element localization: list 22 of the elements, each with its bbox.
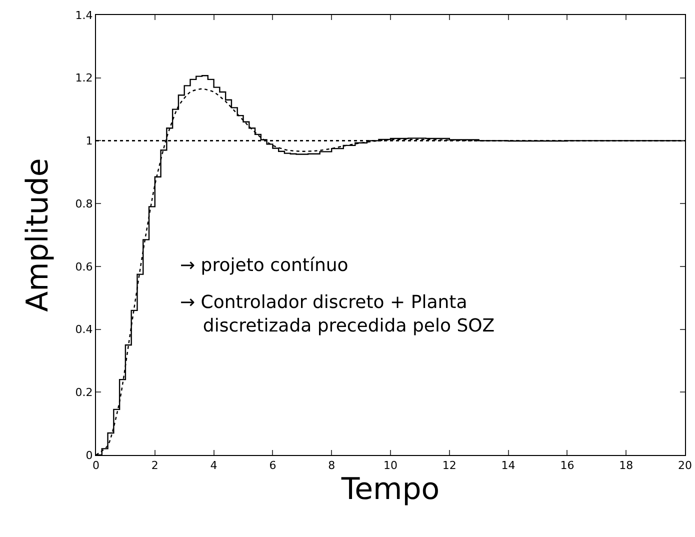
x-tick-label: 14 [501,459,516,472]
x-tick-label: 18 [619,459,634,472]
y-tick-label: 0.2 [75,386,93,399]
x-tick-label: 6 [269,459,276,472]
annotation: → Controlador discreto + Planta discretizada precedida pelo SOZ [180,292,495,336]
y-axis-title: Amplitude [20,158,56,312]
x-tick-label: 2 [151,459,158,472]
x-tick-label: 12 [442,459,456,472]
y-tick-label: 0.4 [75,323,93,336]
y-tick-label: 1.4 [75,8,93,22]
y-tick-label: 1 [86,134,93,148]
y-tick-label: 0 [86,448,93,462]
x-tick-label: 8 [328,459,336,472]
x-tick-label: 20 [678,459,692,472]
y-tick-label: 0.8 [75,197,93,210]
x-tick-label: 4 [210,459,218,472]
x-axis-title: Tempo [340,472,440,508]
y-tick-label: 1.2 [75,72,93,85]
annotation: → projeto contínuo [180,255,348,276]
x-tick-label: 16 [560,459,574,472]
y-tick-label: 0.6 [75,260,93,274]
x-tick-label: 10 [384,459,398,472]
